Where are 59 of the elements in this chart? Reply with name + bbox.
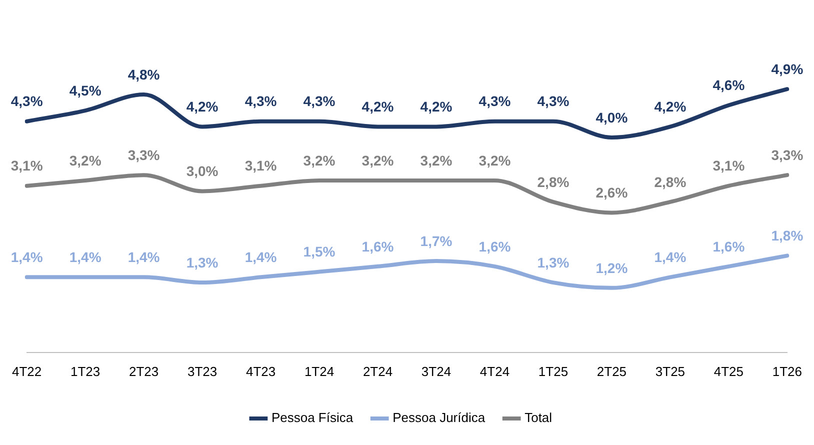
data-label: 3,2% bbox=[69, 152, 102, 168]
data-label: 4,9% bbox=[771, 60, 804, 77]
data-label: 3,2% bbox=[478, 152, 512, 168]
x-tick-label: 4T24 bbox=[480, 364, 510, 379]
data-label: 1,4% bbox=[128, 249, 160, 266]
data-label: 1,4% bbox=[654, 249, 687, 266]
data-label: 3,3% bbox=[128, 146, 160, 163]
data-label: 3,1% bbox=[712, 158, 746, 174]
x-tick-label: 3T25 bbox=[655, 364, 686, 379]
data-label: 1,4% bbox=[69, 249, 102, 266]
x-tick-label: 2T24 bbox=[362, 364, 393, 379]
data-label: 3,2% bbox=[303, 152, 336, 168]
data-label: 4,3% bbox=[10, 93, 44, 110]
data-label: 1,6% bbox=[478, 238, 512, 254]
data-label: 1,5% bbox=[303, 244, 336, 260]
data-label: 4,8% bbox=[128, 66, 160, 82]
data-label: 4,3% bbox=[303, 93, 336, 110]
data-label: 4,2% bbox=[654, 98, 687, 115]
x-tick-label: 1T23 bbox=[70, 364, 100, 379]
data-label: 2,8% bbox=[654, 174, 687, 190]
x-tick-label: 2T25 bbox=[596, 364, 627, 379]
x-tick-label: 1T25 bbox=[538, 364, 568, 379]
data-label: 4,6% bbox=[712, 77, 746, 94]
data-label: 3,3% bbox=[771, 146, 804, 163]
data-label: 4,2% bbox=[420, 98, 453, 115]
x-tick-label: 4T22 bbox=[12, 364, 42, 379]
data-label: 1,2% bbox=[596, 260, 628, 276]
data-label: 1,3% bbox=[537, 254, 570, 270]
legend-label: Total bbox=[524, 410, 552, 426]
data-label: 1,6% bbox=[712, 238, 746, 254]
x-tick-label: 3T23 bbox=[187, 364, 218, 379]
x-tick-label: 4T25 bbox=[714, 364, 744, 379]
x-tick-label: 2T23 bbox=[128, 364, 159, 379]
x-tick-label: 4T23 bbox=[246, 364, 276, 379]
data-label: 3,1% bbox=[244, 158, 278, 174]
x-tick-label: 3T24 bbox=[421, 364, 452, 379]
data-label: 3,0% bbox=[186, 163, 219, 180]
legend-label: Pessoa Jurídica bbox=[392, 410, 486, 426]
data-label: 3,1% bbox=[10, 158, 44, 174]
data-label: 4,2% bbox=[362, 98, 394, 115]
data-label: 4,5% bbox=[69, 82, 102, 98]
data-label: 4,2% bbox=[186, 98, 219, 115]
data-label: 4,3% bbox=[244, 93, 278, 110]
legend-label: Pessoa Física bbox=[271, 410, 354, 426]
data-label: 1,6% bbox=[362, 238, 394, 254]
data-label: 3,2% bbox=[420, 152, 453, 168]
x-tick-label: 1T24 bbox=[304, 364, 334, 379]
data-label: 1,4% bbox=[244, 249, 278, 266]
x-tick-label: 1T26 bbox=[772, 364, 802, 379]
data-label: 4,3% bbox=[478, 93, 512, 110]
data-label: 1,4% bbox=[10, 249, 44, 266]
data-label: 4,3% bbox=[537, 93, 570, 110]
data-label: 1,8% bbox=[771, 228, 804, 244]
data-label: 1,7% bbox=[420, 232, 453, 249]
data-label: 3,2% bbox=[362, 152, 394, 168]
data-label: 1,3% bbox=[186, 254, 219, 270]
data-label: 4,0% bbox=[596, 109, 628, 126]
data-label: 2,6% bbox=[596, 184, 628, 201]
data-label: 2,8% bbox=[537, 174, 570, 190]
